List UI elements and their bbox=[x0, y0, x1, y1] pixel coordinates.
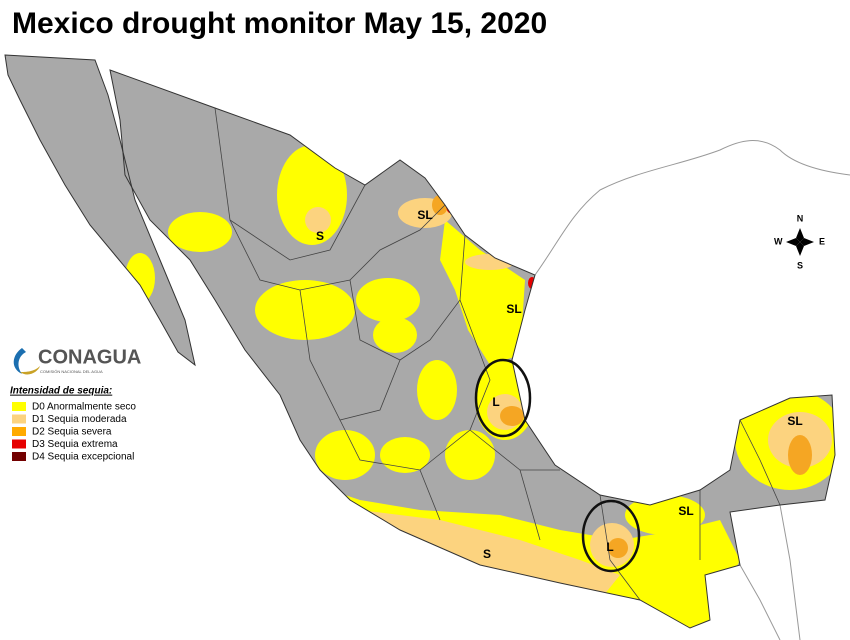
compass-s: S bbox=[797, 260, 803, 270]
region-label: S bbox=[316, 229, 324, 243]
legend-swatch bbox=[12, 414, 26, 424]
compass-w: W bbox=[774, 236, 783, 246]
region-label: SL bbox=[787, 414, 802, 428]
region-label: SL bbox=[417, 208, 432, 222]
logo-subtitle: COMISIÓN NACIONAL DEL AGUA bbox=[40, 369, 103, 374]
impact-outlines bbox=[474, 358, 641, 573]
legend-label: D3 Sequia extrema bbox=[32, 439, 118, 450]
legend-label: D1 Sequia moderada bbox=[32, 414, 127, 425]
country-outline bbox=[4, 54, 836, 629]
legend-swatch bbox=[12, 439, 26, 449]
legend-title: Intensidad de sequia: bbox=[10, 386, 112, 397]
compass: N S E W bbox=[774, 213, 825, 270]
logo-name: CONAGUA bbox=[38, 346, 141, 368]
legend-label: D4 Sequia excepcional bbox=[32, 452, 134, 463]
region-label: L bbox=[492, 395, 499, 409]
legend-label: D0 Anormalmente seco bbox=[32, 402, 136, 413]
legend-swatch bbox=[12, 452, 26, 461]
region-label: S bbox=[483, 547, 491, 561]
compass-e: E bbox=[819, 236, 825, 246]
legend-swatch bbox=[12, 427, 26, 436]
compass-n: N bbox=[797, 213, 804, 223]
country bbox=[5, 55, 835, 628]
region-label: SL bbox=[506, 302, 521, 316]
region-label: L bbox=[606, 540, 613, 554]
map-title: Mexico drought monitor May 15, 2020 bbox=[12, 7, 547, 40]
legend-swatch bbox=[12, 402, 26, 411]
region-label: SL bbox=[678, 504, 693, 518]
state-borders bbox=[214, 107, 781, 601]
neighbor-borders bbox=[534, 140, 850, 640]
legend-label: D2 Sequia severa bbox=[32, 427, 112, 438]
logo: CONAGUA COMISIÓN NACIONAL DEL AGUA bbox=[13, 346, 141, 375]
